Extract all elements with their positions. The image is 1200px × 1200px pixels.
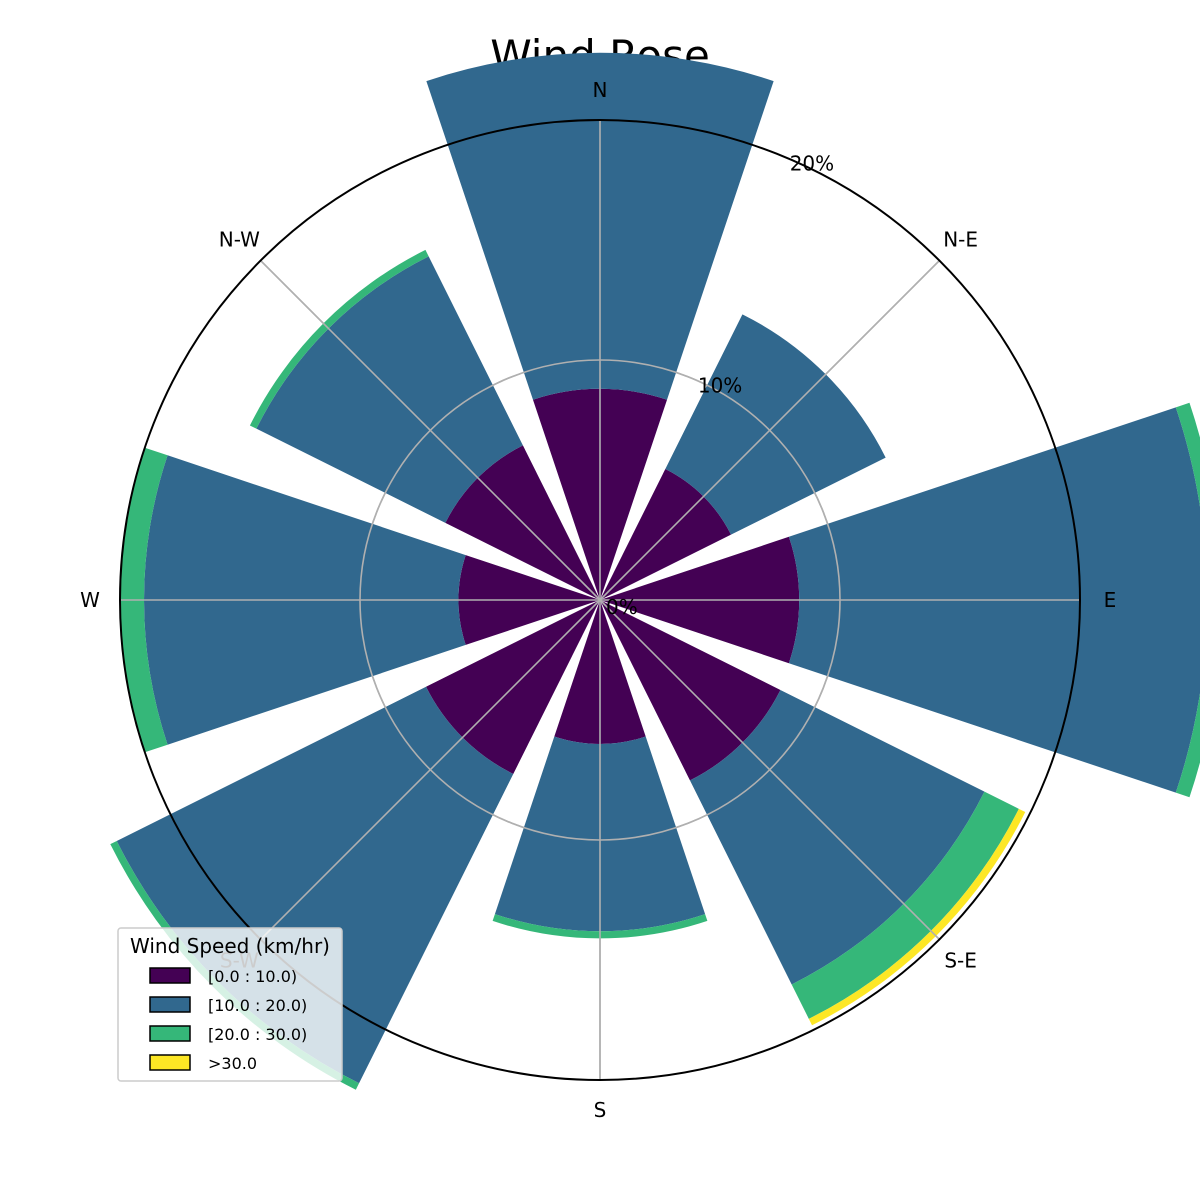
legend-box: [117, 927, 343, 1082]
direction-label-n-e: N-E: [943, 227, 978, 251]
direction-label-w: W: [80, 588, 100, 612]
outer-frame: [119, 119, 1081, 1081]
legend-label: [0.0 : 10.0): [208, 967, 297, 986]
legend-swatch: [149, 996, 191, 1013]
legend-label: >30.0: [208, 1054, 257, 1073]
legend: Wind Speed (km/hr) [0.0 : 10.0) [10.0 : 20…: [117, 927, 343, 1082]
direction-label-n-w: N-W: [219, 227, 260, 251]
legend-label: [20.0 : 30.0): [208, 1025, 307, 1044]
direction-label-s-e: S-E: [944, 949, 977, 973]
radial-tick-label: 20%: [790, 152, 834, 176]
radial-tick-label: 10%: [698, 373, 742, 397]
bar-s-bin2: [492, 914, 708, 939]
legend-swatch: [149, 1025, 191, 1042]
ring-gridline-top: [359, 359, 841, 841]
direction-label-n: N: [593, 78, 608, 102]
bar-e-bin2: [1175, 402, 1200, 798]
direction-label-e: E: [1104, 588, 1117, 612]
axis-labels: 0%10%20%NN-EES-ESS-WWN-W: [80, 78, 1116, 1122]
legend-label: [10.0 : 20.0): [208, 996, 307, 1015]
legend-swatch: [149, 1054, 191, 1071]
legend-title: Wind Speed (km/hr): [130, 934, 330, 958]
radial-tick-label: 0%: [606, 595, 638, 619]
legend-swatch: [149, 967, 191, 984]
direction-label-s: S: [594, 1098, 607, 1122]
wind-bars: [110, 52, 1200, 1090]
